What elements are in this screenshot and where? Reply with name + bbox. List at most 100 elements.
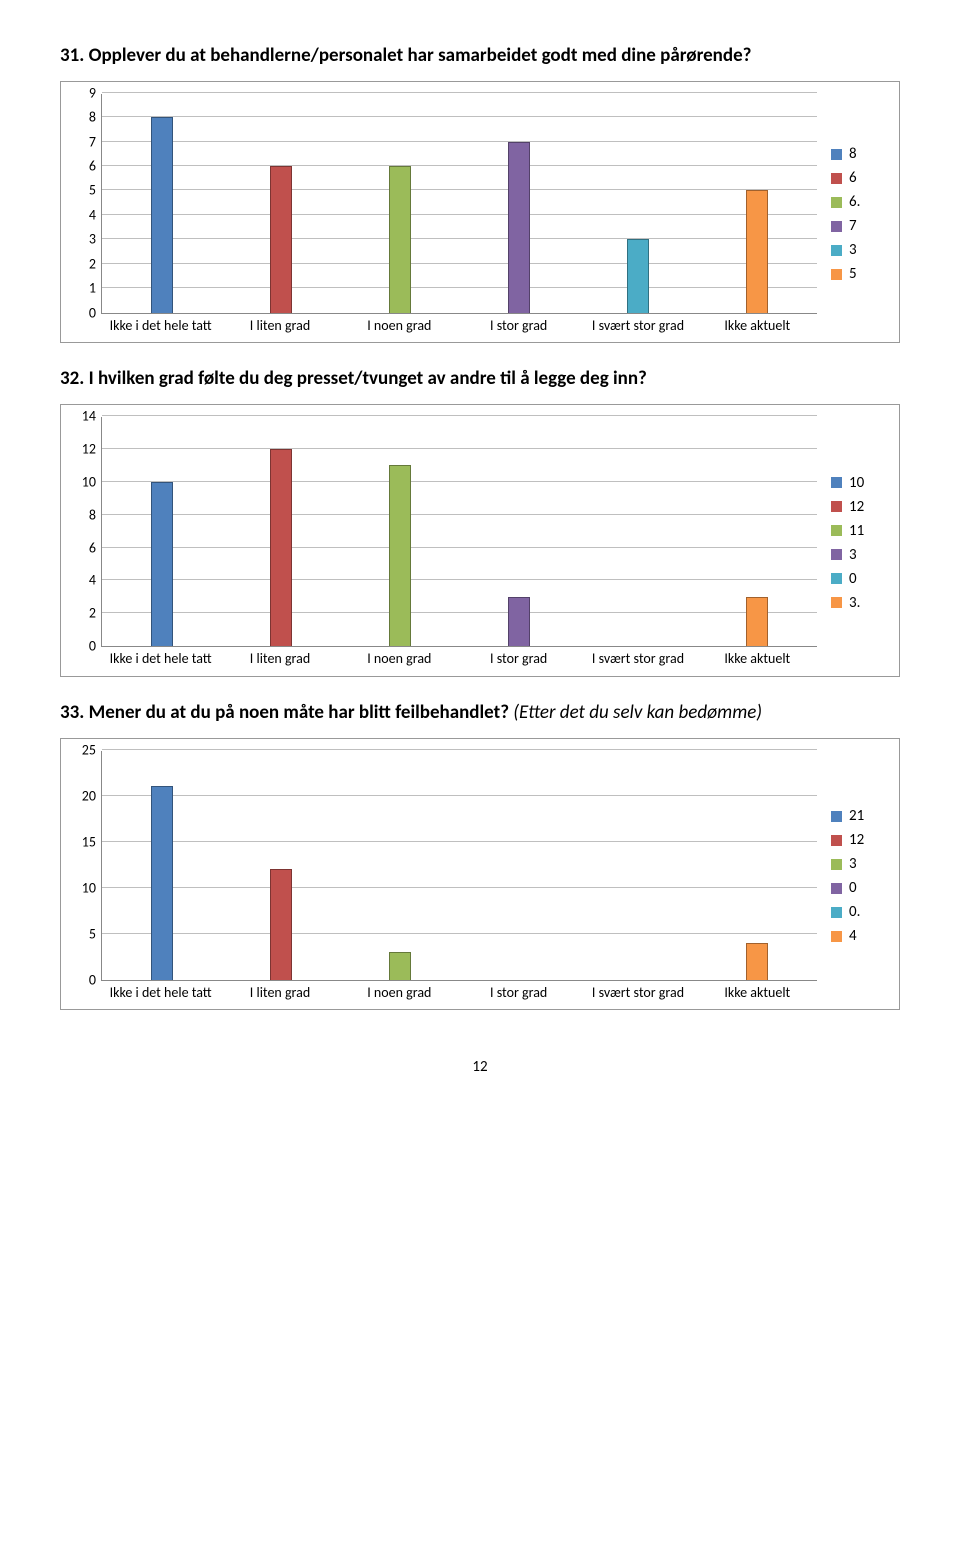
y-tick-label: 25	[82, 741, 102, 758]
legend-item: 3	[831, 855, 887, 873]
plot-region: 0123456789	[101, 94, 817, 314]
y-tick-label: 14	[82, 408, 102, 425]
legend-swatch	[831, 221, 842, 232]
legend-swatch	[831, 597, 842, 608]
y-tick-label: 7	[89, 133, 102, 150]
bars-row	[102, 94, 817, 313]
x-axis-label: I stor grad	[459, 981, 578, 1002]
chart-32-legend: 101211303.	[817, 468, 887, 618]
legend-label: 6.	[849, 193, 860, 211]
bar-slot	[698, 751, 817, 980]
legend-swatch	[831, 501, 842, 512]
bar-slot	[340, 751, 459, 980]
bar	[389, 166, 411, 313]
legend-label: 12	[849, 498, 864, 516]
legend-swatch	[831, 269, 842, 280]
y-tick-label: 4	[89, 572, 102, 589]
bar-slot	[102, 751, 221, 980]
chart-31: 0123456789Ikke i det hele tattI liten gr…	[60, 81, 900, 344]
legend-swatch	[831, 859, 842, 870]
x-axis-label: I svært stor grad	[578, 314, 697, 335]
legend-item: 21	[831, 807, 887, 825]
x-labels: Ikke i det hele tattI liten gradI noen g…	[101, 314, 817, 335]
y-tick-label: 10	[82, 879, 102, 896]
legend-item: 0	[831, 570, 887, 588]
bars-row	[102, 751, 817, 980]
legend-label: 4	[849, 927, 857, 945]
y-tick-label: 3	[89, 231, 102, 248]
y-tick-label: 4	[89, 206, 102, 223]
bar-slot	[340, 417, 459, 646]
legend-item: 12	[831, 498, 887, 516]
legend-item: 7	[831, 217, 887, 235]
x-axis-label: I svært stor grad	[578, 647, 697, 668]
legend-label: 8	[849, 145, 857, 163]
bars-row	[102, 417, 817, 646]
bar	[270, 449, 292, 646]
chart-33-legend: 21 12 3 0 0. 4	[817, 801, 887, 951]
chart-31-area: 0123456789Ikke i det hele tattI liten gr…	[73, 94, 817, 335]
x-axis-label: I noen grad	[340, 314, 459, 335]
legend-label: 0	[849, 570, 857, 588]
gridline	[102, 92, 817, 93]
legend-swatch	[831, 173, 842, 184]
x-labels: Ikke i det hele tattI liten gradI noen g…	[101, 647, 817, 668]
legend-item: 8	[831, 145, 887, 163]
x-axis-label: I svært stor grad	[578, 981, 697, 1002]
x-labels: Ikke i det hele tattI liten gradI noen g…	[101, 981, 817, 1002]
legend-item: 0	[831, 879, 887, 897]
x-axis-label: I liten grad	[220, 981, 339, 1002]
y-tick-label: 12	[82, 441, 102, 458]
bar	[270, 869, 292, 979]
bar	[151, 117, 173, 313]
y-tick-label: 20	[82, 787, 102, 804]
legend-label: 12	[849, 831, 864, 849]
legend-item: 3.	[831, 594, 887, 612]
legend-item: 3	[831, 241, 887, 259]
bar-slot	[221, 94, 340, 313]
x-axis-label: I liten grad	[220, 314, 339, 335]
x-axis-label: Ikke aktuelt	[698, 647, 817, 668]
legend-swatch	[831, 549, 842, 560]
chart-32-area: 02468101214Ikke i det hele tattI liten g…	[73, 417, 817, 668]
y-tick-label: 10	[82, 473, 102, 490]
y-tick-label: 5	[89, 182, 102, 199]
y-tick-label: 0	[89, 971, 102, 988]
y-tick-label: 6	[89, 158, 102, 175]
legend-item: 5	[831, 265, 887, 283]
legend-item: 3	[831, 546, 887, 564]
legend-swatch	[831, 573, 842, 584]
bar	[508, 142, 530, 313]
gridline	[102, 749, 817, 750]
chart-32: 02468101214Ikke i det hele tattI liten g…	[60, 404, 900, 677]
legend-label: 0.	[849, 903, 860, 921]
legend-label: 10	[849, 474, 864, 492]
plot-region: 02468101214	[101, 417, 817, 647]
y-tick-label: 8	[89, 109, 102, 126]
legend-label: 0	[849, 879, 857, 897]
legend-label: 3	[849, 855, 857, 873]
legend-swatch	[831, 477, 842, 488]
bar-slot	[579, 417, 698, 646]
y-tick-label: 5	[89, 925, 102, 942]
bar-slot	[698, 417, 817, 646]
chart-33-area: 0510152025Ikke i det hele tattI liten gr…	[73, 751, 817, 1002]
legend-label: 3.	[849, 594, 860, 612]
x-axis-label: Ikke i det hele tatt	[101, 981, 220, 1002]
legend-item: 12	[831, 831, 887, 849]
legend-swatch	[831, 883, 842, 894]
x-axis-label: I liten grad	[220, 647, 339, 668]
legend-swatch	[831, 149, 842, 160]
y-tick-label: 9	[89, 84, 102, 101]
y-tick-label: 0	[89, 304, 102, 321]
y-tick-label: 6	[89, 539, 102, 556]
legend-label: 7	[849, 217, 857, 235]
legend-swatch	[831, 811, 842, 822]
legend-label: 21	[849, 807, 864, 825]
legend-swatch	[831, 197, 842, 208]
legend-swatch	[831, 907, 842, 918]
legend-swatch	[831, 245, 842, 256]
legend-item: 6.	[831, 193, 887, 211]
x-axis-label: I noen grad	[340, 647, 459, 668]
bar-slot	[102, 94, 221, 313]
